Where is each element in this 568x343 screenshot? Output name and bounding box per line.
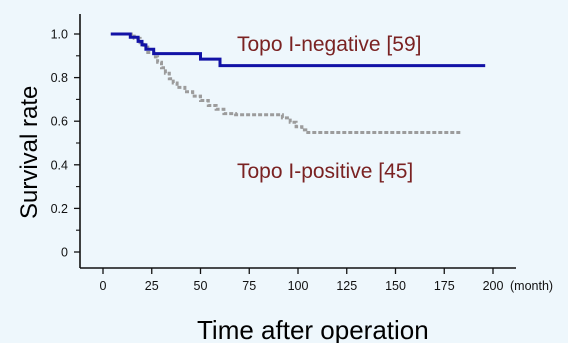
x-axis-unit: (month) — [510, 279, 553, 293]
series-label-positive: Topo I-positive [45] — [237, 160, 413, 183]
series-line-topo-positive — [110, 32, 462, 134]
y-tick-label: 0.2 — [51, 202, 68, 216]
x-axis: 0 25 50 75 100 125 150 175 200 — [80, 267, 516, 293]
x-tick-label: 25 — [145, 279, 159, 293]
x-tick-label: 125 — [336, 279, 357, 293]
x-tick-label: 175 — [434, 279, 455, 293]
y-tick-label: 0.4 — [51, 158, 68, 172]
x-tick-label: 200 — [483, 279, 504, 293]
x-tick-label: 100 — [288, 279, 309, 293]
y-tick-label: 1.0 — [51, 28, 68, 42]
x-tick-label: 0 — [100, 279, 107, 293]
x-tick-label: 50 — [194, 279, 208, 293]
x-tick-label: 150 — [385, 279, 406, 293]
series-line-topo-negative — [110, 32, 486, 68]
y-tick-label: 0 — [61, 246, 68, 260]
series-label-negative: Topo I-negative [59] — [237, 33, 421, 56]
x-axis-title: Time after operation — [197, 315, 429, 343]
series-lines — [110, 32, 486, 134]
y-tick-label: 0.8 — [51, 71, 68, 85]
x-tick-label: 75 — [242, 279, 256, 293]
y-axis: 0 0.2 0.4 0.6 0.8 1.0 — [51, 14, 81, 268]
y-axis-title: Survival rate — [16, 86, 43, 219]
y-tick-label: 0.6 — [51, 115, 68, 129]
